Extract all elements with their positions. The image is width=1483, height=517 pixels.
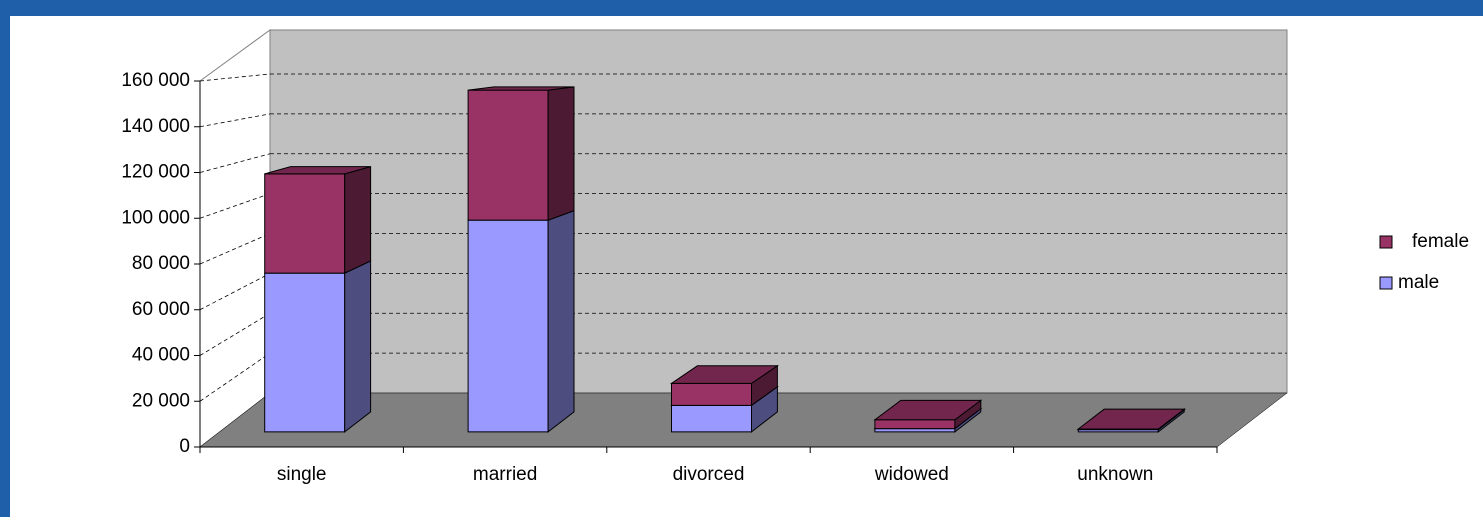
bar bbox=[669, 364, 780, 407]
grid-line bbox=[199, 233, 271, 265]
bar-front bbox=[264, 173, 346, 274]
bar bbox=[467, 86, 575, 221]
bar-front bbox=[671, 382, 752, 406]
bar bbox=[264, 260, 372, 433]
x-tick-label: divorced bbox=[673, 464, 745, 485]
y-tick-label: 160 000 bbox=[121, 70, 190, 91]
legend-swatch bbox=[1379, 235, 1393, 249]
grid-line bbox=[199, 352, 271, 402]
bar bbox=[467, 209, 575, 433]
legend-swatch bbox=[1379, 276, 1393, 290]
bar-front bbox=[874, 419, 956, 430]
bar-front bbox=[264, 272, 346, 433]
grid-line bbox=[199, 273, 271, 311]
grid-line bbox=[199, 153, 271, 173]
bar bbox=[1076, 408, 1186, 431]
bar bbox=[873, 399, 983, 430]
y-tick-label: 20 000 bbox=[132, 390, 190, 411]
bar-front bbox=[467, 89, 549, 221]
legend-label: male bbox=[1398, 272, 1439, 293]
grid-line bbox=[199, 193, 271, 219]
bar-front bbox=[467, 219, 549, 433]
y-tick-label: 120 000 bbox=[121, 162, 190, 183]
x-tick-label: married bbox=[473, 464, 537, 485]
y-tick-label: 40 000 bbox=[132, 345, 190, 366]
grid-line bbox=[199, 113, 271, 128]
y-tick-label: 80 000 bbox=[132, 253, 190, 274]
y-tick-label: 100 000 bbox=[121, 207, 190, 228]
x-tick-label: single bbox=[277, 464, 327, 485]
bar-side bbox=[547, 86, 575, 221]
bar-side bbox=[344, 165, 372, 274]
back-wall bbox=[269, 29, 1288, 394]
y-tick-label: 0 bbox=[179, 436, 190, 457]
x-tick-label: widowed bbox=[874, 464, 949, 485]
bar-top bbox=[669, 365, 780, 384]
x-tick-label: unknown bbox=[1077, 464, 1153, 485]
bar-top bbox=[873, 399, 983, 421]
bar-front bbox=[671, 404, 752, 433]
y-tick-label: 60 000 bbox=[132, 299, 190, 320]
bar-top bbox=[468, 86, 575, 91]
bar bbox=[264, 165, 372, 274]
y-tick-label: 140 000 bbox=[121, 116, 190, 137]
bar-top bbox=[264, 166, 371, 175]
grid-line bbox=[199, 73, 271, 82]
bar-side bbox=[547, 209, 575, 433]
legend-label: female bbox=[1412, 231, 1469, 252]
bar-top bbox=[1076, 408, 1186, 430]
bar-side bbox=[344, 260, 372, 433]
